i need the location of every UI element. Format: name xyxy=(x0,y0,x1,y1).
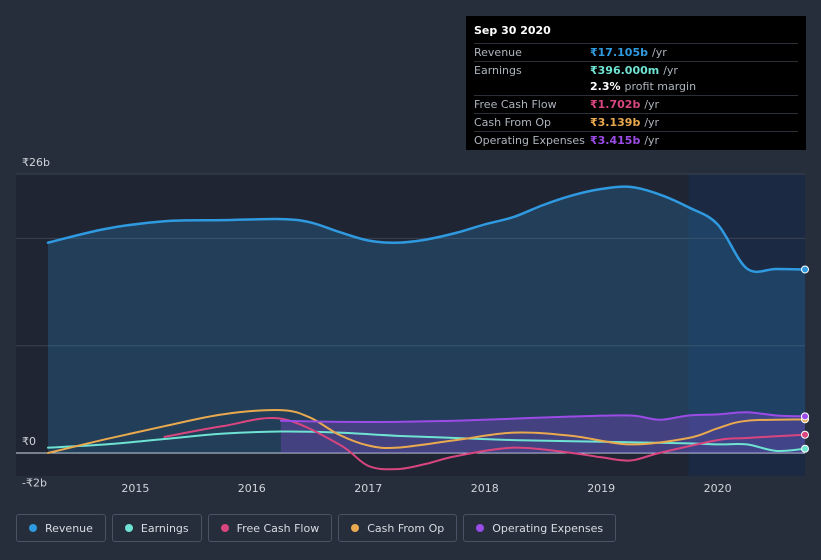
tooltip-row-value: ₹396.000m xyxy=(590,63,660,77)
legend-dot-icon xyxy=(124,524,133,532)
tooltip-row-unit: /yr xyxy=(644,98,660,112)
tooltip-row-label: Free Cash Flow xyxy=(474,98,557,112)
y-tick-label: ₹0 xyxy=(22,435,36,448)
series-lines xyxy=(46,185,807,471)
y-axis: ₹26b ₹0 -₹2b xyxy=(22,156,50,489)
legend-item-operating-expenses[interactable]: Operating Expenses xyxy=(463,514,617,542)
tooltip-row: 2.3% profit margin xyxy=(474,79,798,96)
legend-label: Operating Expenses xyxy=(492,521,604,535)
tooltip-row-value: ₹3.139b xyxy=(590,116,641,130)
tooltip-row-label: Revenue xyxy=(474,45,522,59)
chart-legend: Revenue Earnings Free Cash Flow Cash From O… xyxy=(16,514,617,542)
legend-label: Revenue xyxy=(45,521,93,535)
x-tick-label: 2020 xyxy=(704,482,732,495)
tooltip-row: Cash From Op ₹3.139b/yr xyxy=(474,113,798,131)
tooltip-row: Revenue ₹17.105b/yr xyxy=(474,43,798,61)
tooltip-row-value: 2.3% xyxy=(590,80,621,94)
legend-label: Earnings xyxy=(140,521,189,535)
x-tick-label: 2015 xyxy=(121,482,149,495)
operating-expenses-line xyxy=(279,411,806,424)
tooltip-row-label: Cash From Op xyxy=(474,116,552,130)
x-tick-label: 2016 xyxy=(238,482,266,495)
legend-dot-icon xyxy=(476,524,485,532)
legend-item-earnings[interactable]: Earnings xyxy=(111,514,202,542)
earnings-end-marker xyxy=(801,444,809,453)
x-tick-label: 2018 xyxy=(471,482,499,495)
revenue-area xyxy=(48,186,805,453)
highlight-region xyxy=(688,174,805,476)
free-cash-flow-end-marker xyxy=(801,430,809,439)
x-tick-label: 2019 xyxy=(587,482,615,495)
tooltip-row-unit: /yr xyxy=(663,63,678,77)
tooltip-row-value: ₹1.702b xyxy=(590,98,641,112)
tooltip-row: Earnings ₹396.000m/yr xyxy=(474,60,798,79)
tooltip-row-value: ₹17.105b xyxy=(590,45,648,59)
y-tick-label: -₹2b xyxy=(22,476,47,489)
x-axis: 2015 2016 2017 2018 2019 2020 xyxy=(121,482,731,495)
legend-dot-icon xyxy=(351,524,360,532)
tooltip-row: Operating Expenses ₹3.415b/yr xyxy=(474,130,798,149)
series-end-markers xyxy=(801,265,809,453)
tooltip-date: Sep 30 2020 xyxy=(474,24,551,37)
tooltip-row-label: Earnings xyxy=(474,63,522,77)
x-tick-label: 2017 xyxy=(354,482,382,495)
legend-item-revenue[interactable]: Revenue xyxy=(16,514,106,542)
y-tick-label: ₹26b xyxy=(22,156,50,169)
gridlines xyxy=(16,173,805,454)
free-cash-flow-line xyxy=(163,416,806,471)
tooltip-row: Free Cash Flow ₹1.702b/yr xyxy=(474,95,798,113)
cash-from-op-line xyxy=(47,408,806,454)
tooltip-row-unit: /yr xyxy=(644,116,660,130)
tooltip-row-unit: /yr xyxy=(644,133,660,147)
data-tooltip: Sep 30 2020 Revenue ₹17.105b/yr Earnings ₹3… xyxy=(466,16,806,150)
tooltip-rows: Revenue ₹17.105b/yr Earnings ₹396.000m/yr 2.… xyxy=(474,43,798,149)
legend-item-cash-from-op[interactable]: Cash From Op xyxy=(338,514,458,542)
legend-item-free-cash-flow[interactable]: Free Cash Flow xyxy=(207,514,333,542)
revenue-end-marker xyxy=(801,265,809,274)
legend-dot-icon xyxy=(220,524,229,532)
tooltip-row-value: ₹3.415b xyxy=(590,133,641,147)
plot-background xyxy=(16,174,805,476)
tooltip-row-unit: /yr xyxy=(651,45,667,59)
operating-expenses-end-marker xyxy=(801,412,809,421)
earnings-line xyxy=(47,430,806,452)
legend-label: Cash From Op xyxy=(367,521,445,535)
tooltip-row-label: Operating Expenses xyxy=(474,133,585,147)
revenue-line xyxy=(46,185,807,274)
legend-label: Free Cash Flow xyxy=(236,521,320,535)
legend-dot-icon xyxy=(29,524,37,532)
tooltip-row-unit: profit margin xyxy=(624,80,697,94)
